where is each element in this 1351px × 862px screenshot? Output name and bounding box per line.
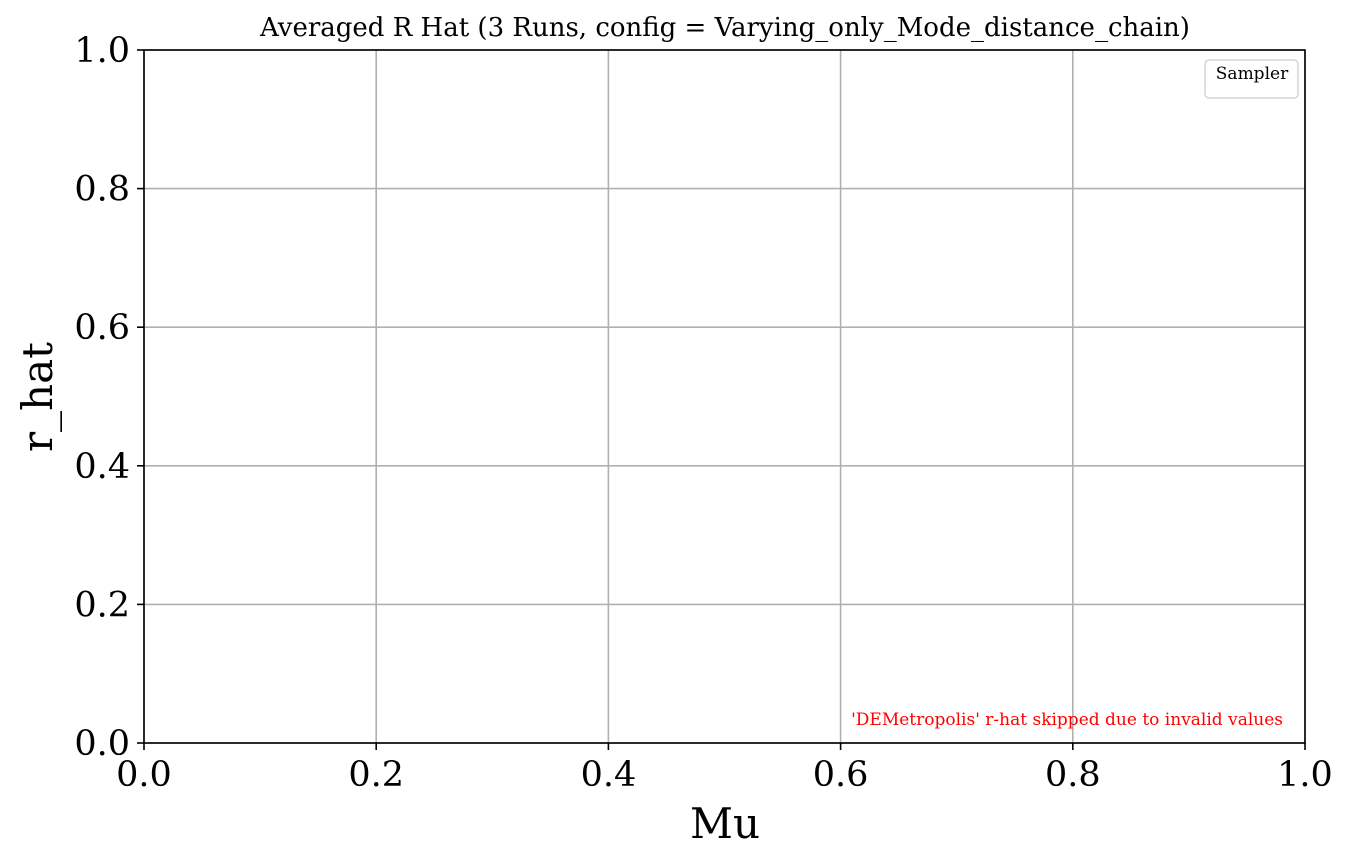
chart-title: Averaged R Hat (3 Runs, config = Varying… — [259, 13, 1190, 43]
x-tick-label: 0.0 — [116, 755, 172, 795]
x-tick-label: 1.0 — [1277, 755, 1333, 795]
axis-ticks: 0.0 0.2 0.4 0.6 0.8 1.0 0.0 0.2 0.4 0.6 0.8 1.0 — [74, 31, 1333, 795]
y-axis-label: r_hat — [13, 342, 62, 452]
x-tick-label: 0.2 — [348, 755, 404, 795]
y-tick-label: 1.0 — [74, 31, 130, 71]
skip-annotation: 'DEMetropolis' r-hat skipped due to inva… — [851, 710, 1283, 730]
y-tick-label: 0.2 — [74, 585, 130, 625]
y-tick-label: 0.4 — [74, 447, 130, 487]
legend-title: Sampler — [1216, 64, 1289, 84]
x-axis-label: Mu — [690, 799, 760, 848]
x-tick-label: 0.8 — [1045, 755, 1101, 795]
grid-lines — [143, 49, 1306, 744]
y-tick-label: 0.0 — [74, 724, 130, 764]
y-tick-label: 0.8 — [74, 170, 130, 210]
x-tick-label: 0.4 — [581, 755, 637, 795]
legend: Sampler — [1204, 59, 1299, 99]
y-tick-label: 0.6 — [74, 308, 130, 348]
legend-box — [1204, 59, 1299, 99]
plot-area-frame — [143, 49, 1306, 744]
x-tick-label: 0.6 — [813, 755, 869, 795]
